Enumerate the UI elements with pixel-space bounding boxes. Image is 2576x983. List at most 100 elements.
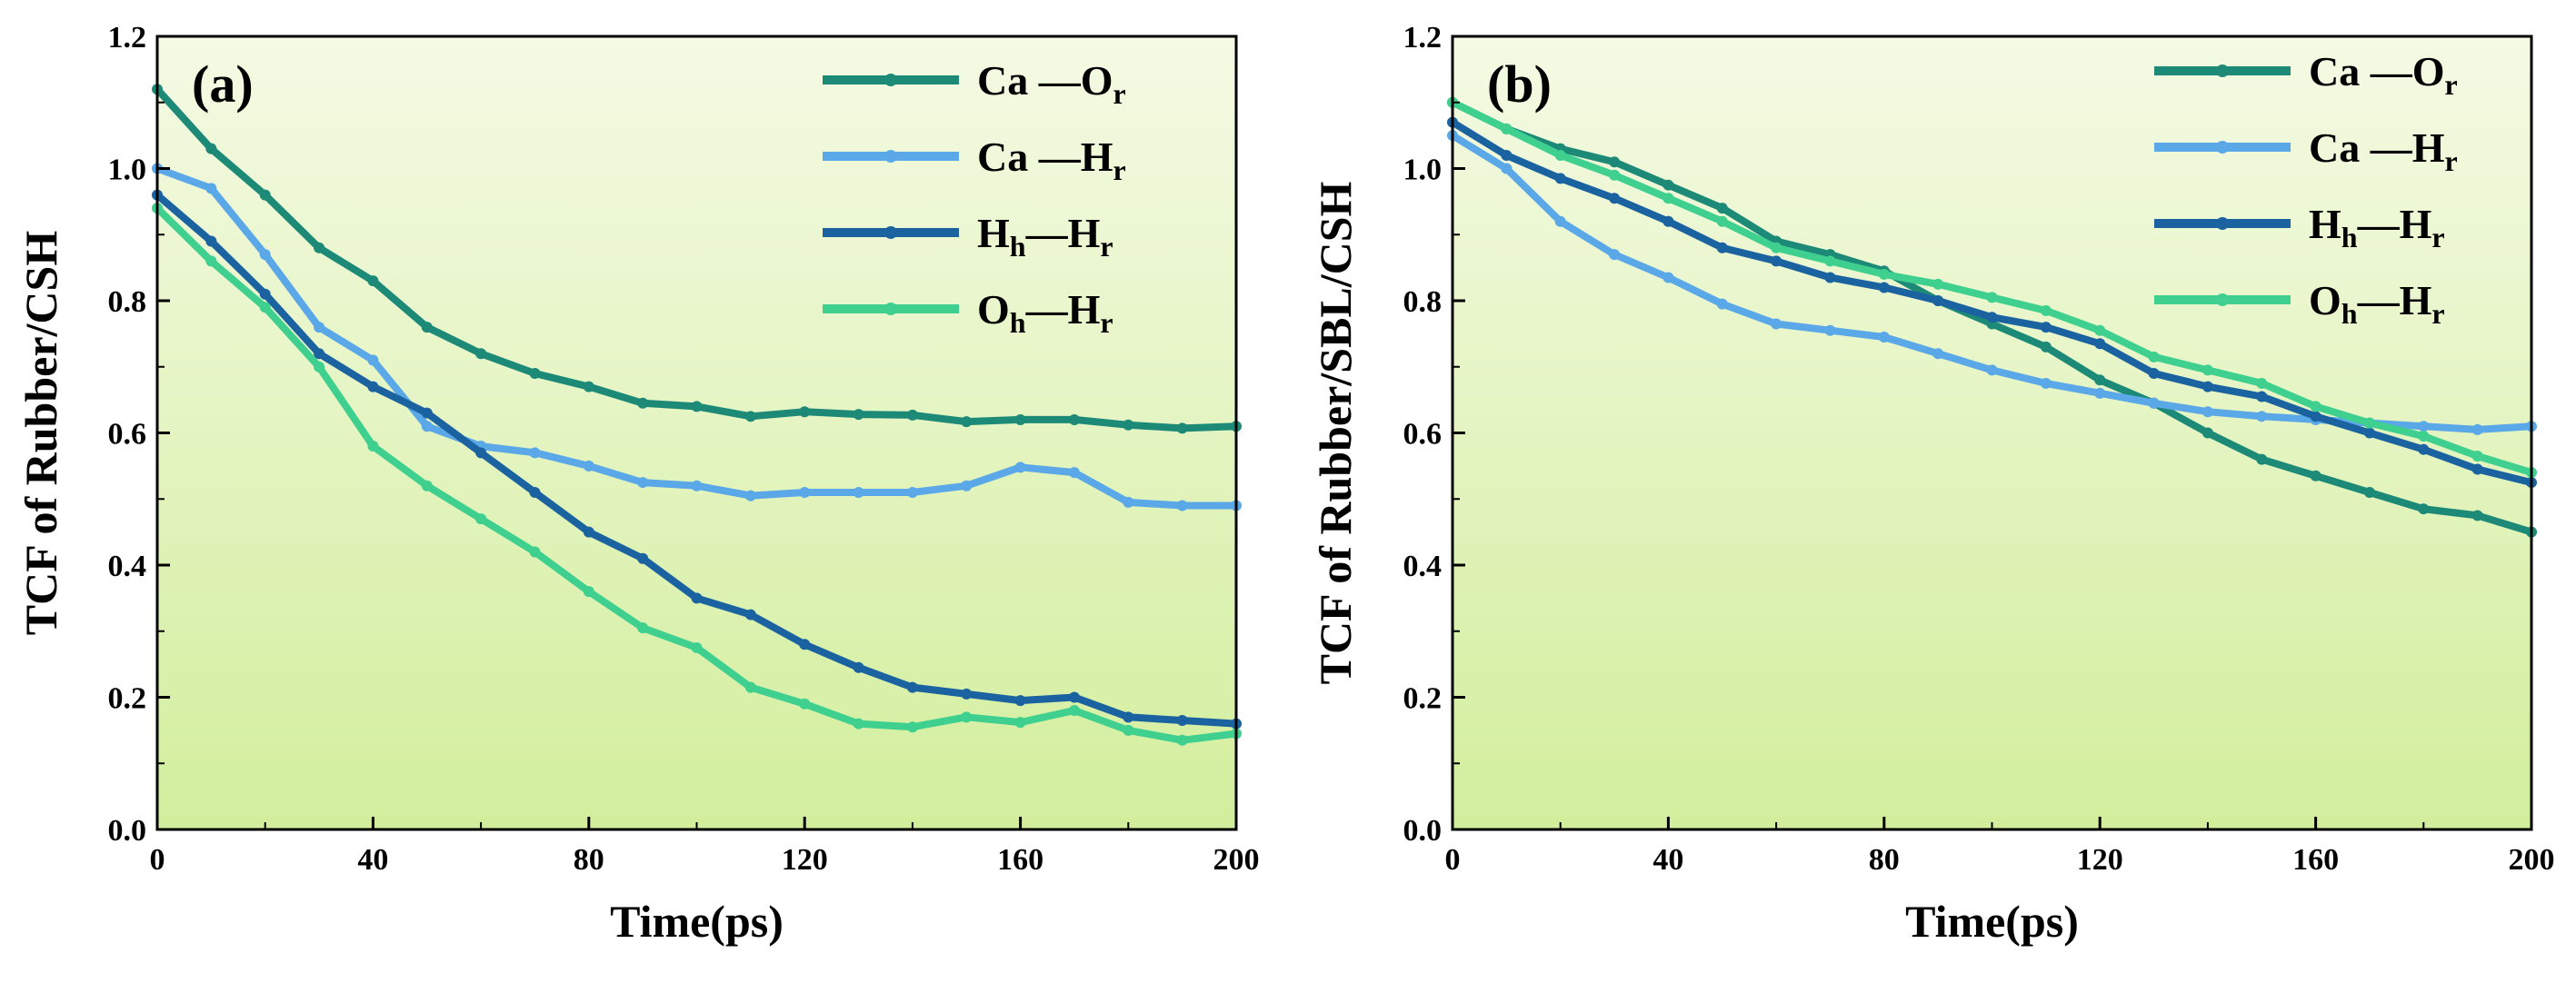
legend-label: Oh—Hr xyxy=(977,286,1113,339)
data-point xyxy=(2471,423,2483,435)
legend-label: Oh—Hr xyxy=(2309,277,2445,330)
data-point xyxy=(2471,463,2483,475)
panel-label: (a) xyxy=(192,55,254,114)
data-point xyxy=(475,348,487,360)
data-point xyxy=(2202,364,2213,376)
data-point xyxy=(2256,377,2268,389)
panel-a: 0 40 80 120 160 200 0.0 0.2 0.4 0.6 0.8 1.0 1.2 Time(… xyxy=(15,21,1260,947)
x-tick-label: 40 xyxy=(1652,843,1683,877)
legend-marker xyxy=(2216,65,2229,77)
data-point xyxy=(906,721,918,733)
data-point xyxy=(853,486,864,498)
legend-marker xyxy=(2216,293,2229,306)
data-point xyxy=(2040,322,2052,333)
data-point xyxy=(2040,304,2052,316)
data-point xyxy=(1986,312,1998,323)
data-point xyxy=(1662,179,1674,191)
y-tick-label: 1.0 xyxy=(1403,154,1443,187)
data-point xyxy=(2256,411,2268,422)
y-tick-label: 1.2 xyxy=(1403,21,1443,55)
data-point xyxy=(2094,374,2106,386)
data-point xyxy=(637,397,649,409)
y-tick-label: 1.2 xyxy=(108,21,147,55)
data-point xyxy=(961,480,973,492)
legend-marker xyxy=(2216,217,2229,230)
y-tick-label: 0.6 xyxy=(1403,418,1443,452)
data-point xyxy=(1771,318,1782,330)
legend-marker xyxy=(884,74,897,86)
y-tick-label: 0.4 xyxy=(108,550,147,583)
data-point xyxy=(1932,295,1944,306)
data-point xyxy=(637,552,649,564)
data-point xyxy=(367,354,379,366)
data-point xyxy=(205,183,217,194)
data-point xyxy=(2418,431,2430,442)
data-point xyxy=(314,242,325,253)
data-point xyxy=(314,361,325,372)
data-point xyxy=(1014,717,1026,729)
data-point xyxy=(637,622,649,634)
data-point xyxy=(1824,324,1836,336)
data-point xyxy=(421,407,433,419)
data-point xyxy=(583,460,594,472)
x-tick-label: 80 xyxy=(1869,843,1900,877)
data-point xyxy=(1932,348,1944,360)
data-point xyxy=(1716,203,1728,214)
x-tick-label: 160 xyxy=(997,843,1043,877)
y-axis-title: TCF of Rubber/SBL/CSH xyxy=(1310,181,1361,684)
data-point xyxy=(529,486,541,498)
y-tick-label: 0.4 xyxy=(1403,550,1443,583)
data-point xyxy=(1176,734,1188,746)
legend-label: Ca —Or xyxy=(2309,48,2458,101)
data-point xyxy=(799,639,811,650)
data-point xyxy=(1501,163,1513,174)
data-point xyxy=(853,661,864,673)
y-tick-label: 0.2 xyxy=(108,682,147,716)
x-tick-label: 0 xyxy=(150,843,165,877)
data-point xyxy=(421,322,433,333)
data-point xyxy=(1824,272,1836,283)
data-point xyxy=(529,546,541,558)
data-point xyxy=(2256,453,2268,465)
data-point xyxy=(2148,397,2160,409)
x-tick-label: 200 xyxy=(2509,843,2555,877)
data-point xyxy=(2418,443,2430,455)
data-point xyxy=(1609,193,1621,204)
data-point xyxy=(2256,391,2268,402)
y-tick-label: 0.8 xyxy=(108,285,147,319)
data-point xyxy=(637,477,649,489)
data-point xyxy=(2310,411,2321,422)
y-tick-label: 0.0 xyxy=(108,814,147,848)
data-point xyxy=(1932,278,1944,290)
x-tick-label: 0 xyxy=(1445,843,1461,877)
data-point xyxy=(2471,450,2483,462)
x-tick-label: 40 xyxy=(357,843,388,877)
data-point xyxy=(2310,401,2321,412)
data-point xyxy=(2094,387,2106,399)
legend-marker xyxy=(884,226,897,239)
data-point xyxy=(1609,169,1621,181)
y-axis-title: TCF of Rubber/CSH xyxy=(15,231,66,636)
x-tick-label: 80 xyxy=(574,843,604,877)
data-point xyxy=(1068,705,1080,717)
x-tick-label: 120 xyxy=(2077,843,2123,877)
x-axis-title: Time(ps) xyxy=(610,896,784,947)
data-point xyxy=(1771,255,1782,267)
legend-marker xyxy=(2216,141,2229,154)
data-point xyxy=(1176,714,1188,726)
data-point xyxy=(205,143,217,154)
data-point xyxy=(799,698,811,710)
data-point xyxy=(2418,503,2430,515)
data-point xyxy=(906,409,918,421)
data-point xyxy=(1662,215,1674,227)
data-point xyxy=(1014,462,1026,473)
data-point xyxy=(961,711,973,723)
data-point xyxy=(2202,427,2213,439)
data-point xyxy=(691,401,703,412)
data-point xyxy=(529,447,541,459)
data-point xyxy=(314,348,325,360)
y-tick-label: 1.0 xyxy=(108,154,147,187)
data-point xyxy=(1068,467,1080,479)
legend-marker xyxy=(884,303,897,315)
